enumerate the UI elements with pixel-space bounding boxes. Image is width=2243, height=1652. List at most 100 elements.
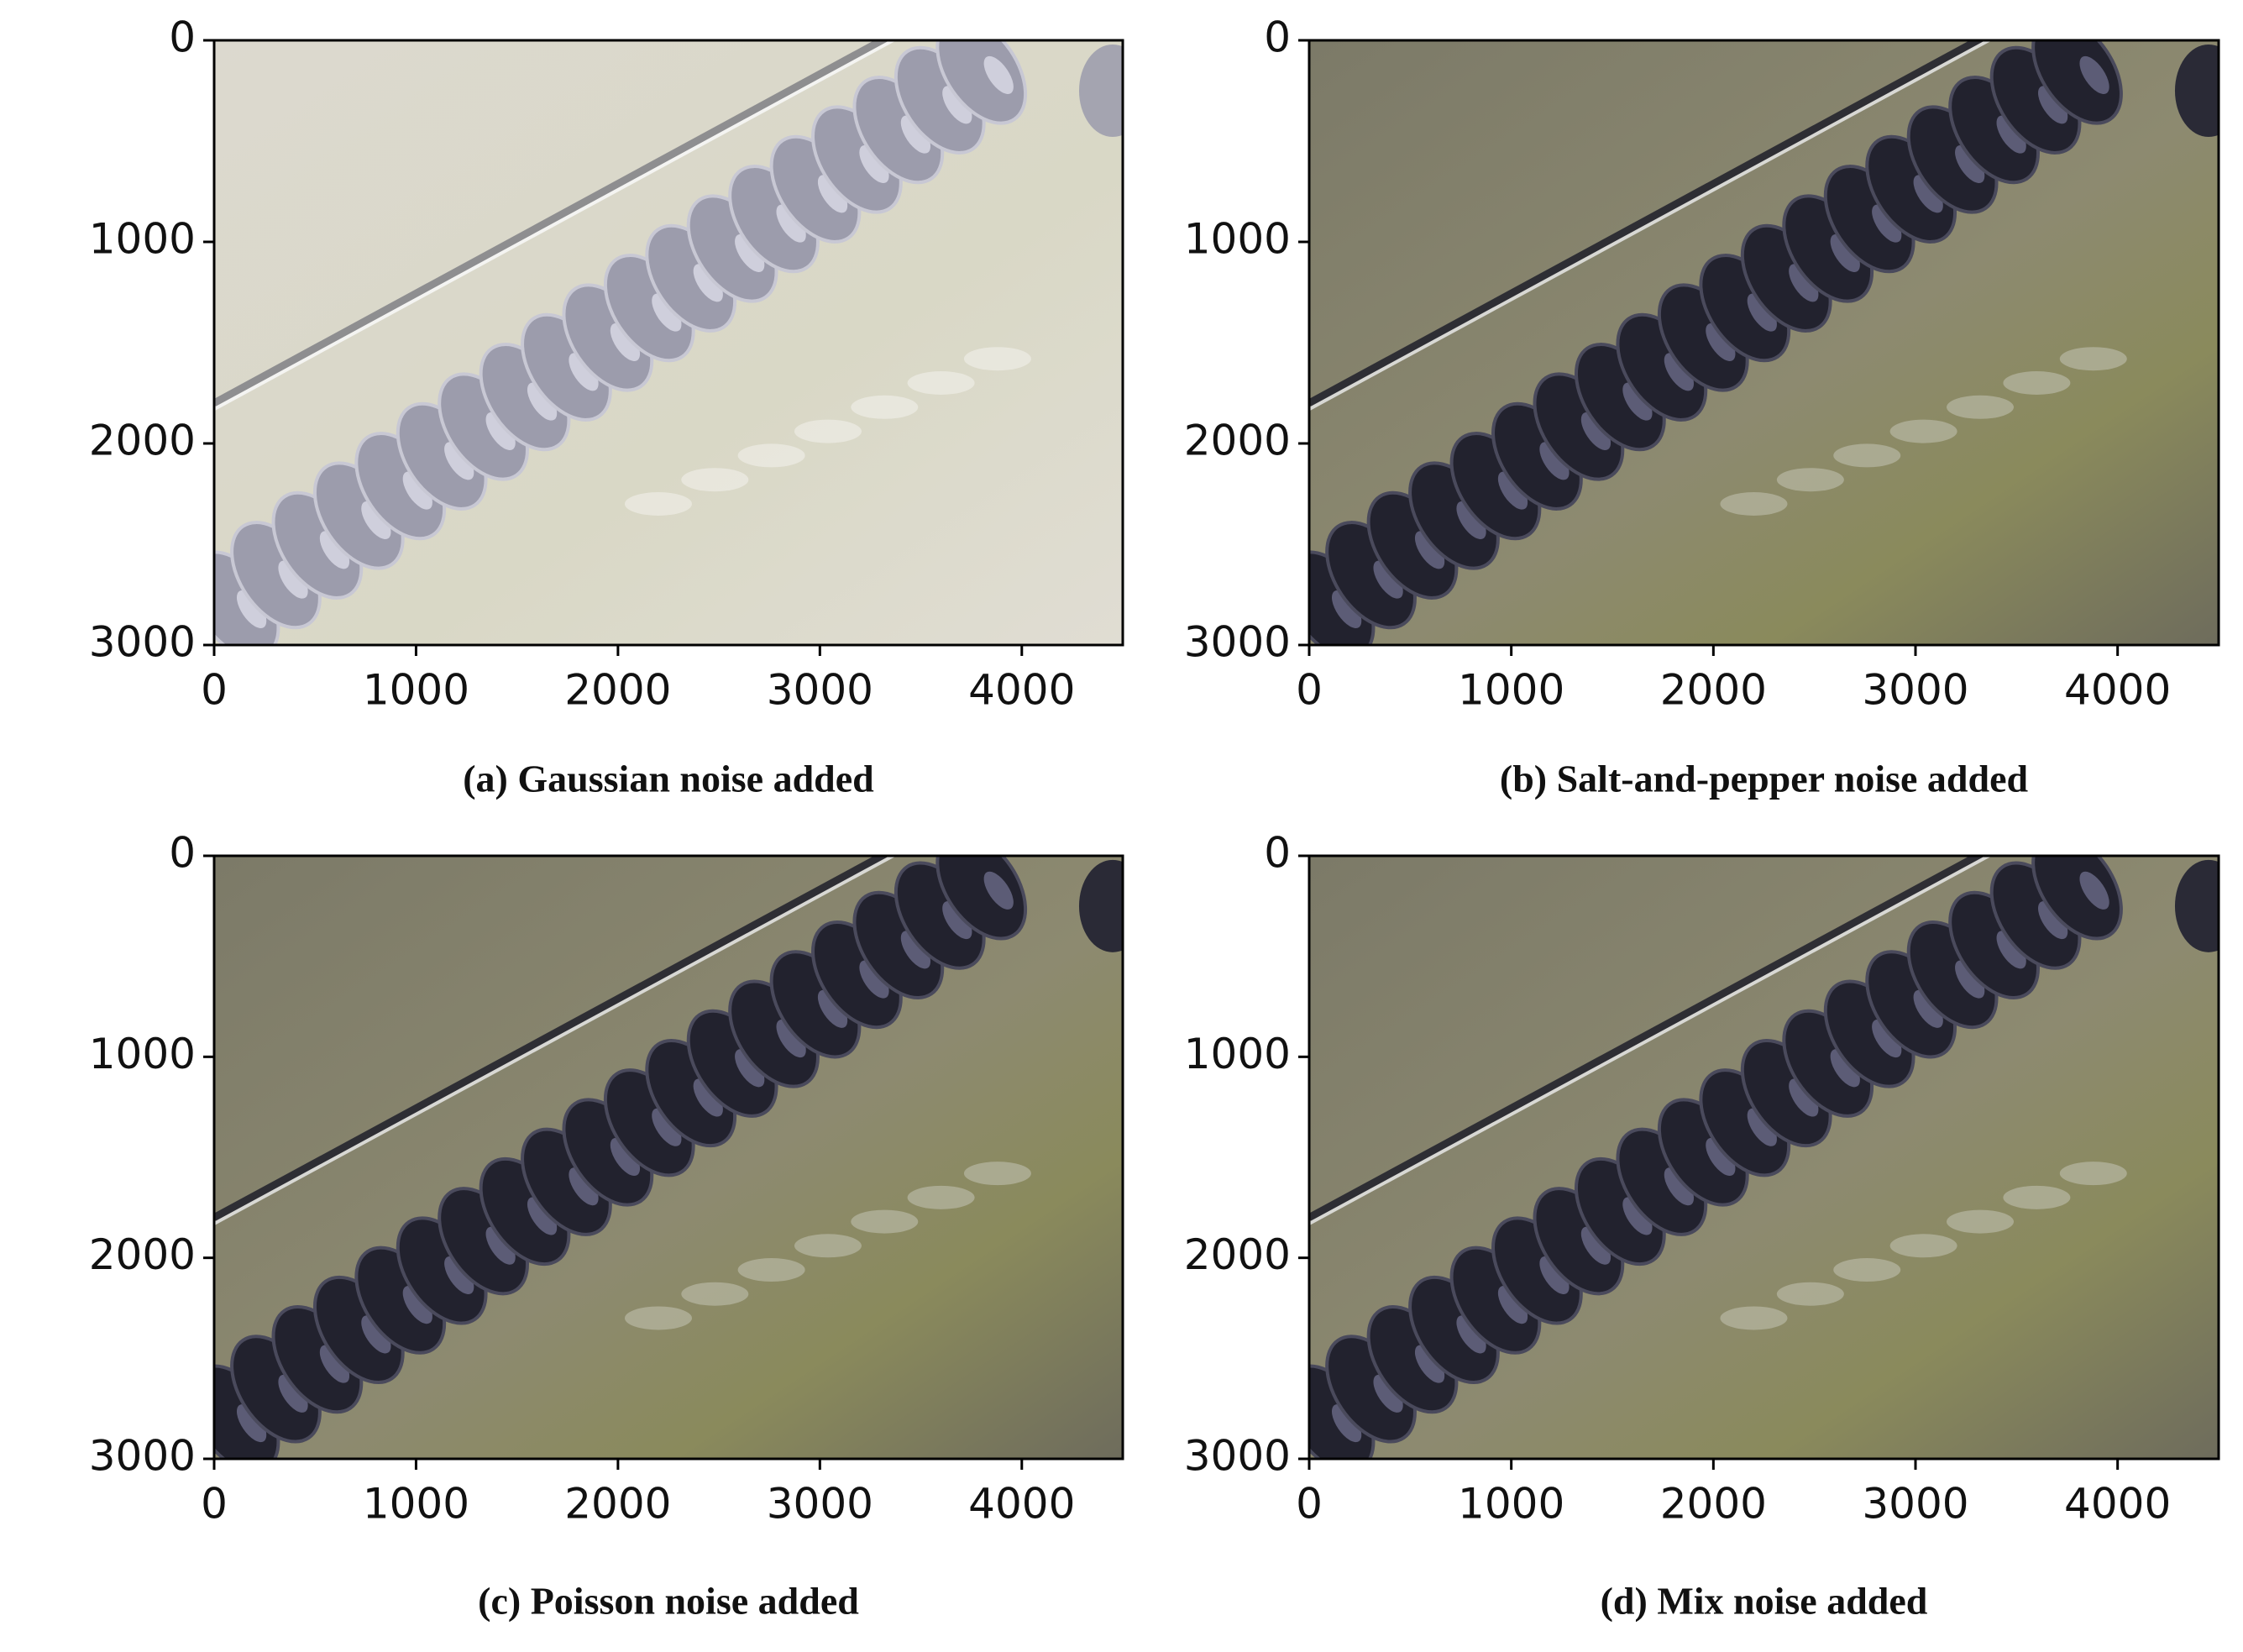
corner-fitting xyxy=(2174,859,2219,952)
insulator-shine xyxy=(236,1403,267,1443)
insulator-shine xyxy=(1955,144,1985,184)
ground-patch xyxy=(1947,1209,2015,1234)
x-tick-label: 3000 xyxy=(1862,666,1968,715)
insulator-shine xyxy=(1456,1315,1486,1354)
insulator-shine xyxy=(1913,175,1943,213)
insulator-shine xyxy=(1747,293,1777,332)
ground-patch xyxy=(681,1282,749,1306)
insulator-shine xyxy=(278,1374,308,1413)
insulator-shine xyxy=(319,531,350,569)
y-tick-label: 0 xyxy=(169,829,196,878)
insulator-shine xyxy=(1414,1345,1445,1383)
insulator-disc xyxy=(2031,856,2123,941)
x-tick-label: 2000 xyxy=(564,666,671,715)
ground-patch xyxy=(794,419,862,443)
y-tick-label: 0 xyxy=(169,13,196,62)
insulator-shine xyxy=(1497,471,1528,510)
x-tick-label: 1000 xyxy=(1458,666,1564,715)
insulator-shine xyxy=(652,293,682,332)
ground-patch xyxy=(1889,419,1957,443)
ground-patch xyxy=(963,1162,1031,1186)
ground-patch xyxy=(624,1306,692,1330)
panel: 0 1000 2000 3000 4000 0 1000 2000 3000 (b) Salt-a… xyxy=(1184,13,2220,800)
ground-patch xyxy=(1833,443,1901,468)
ground-patch xyxy=(2059,1162,2127,1186)
insulator-shine xyxy=(983,55,1014,95)
y-tick-label: 1000 xyxy=(1184,215,1291,264)
insulator-shine xyxy=(1955,960,1985,999)
insulator-shine xyxy=(485,412,516,451)
insulator-shine xyxy=(569,1167,599,1206)
y-tick-label: 0 xyxy=(1264,13,1291,62)
insulator-shine xyxy=(1830,1049,1860,1088)
ground-patch xyxy=(907,1185,975,1209)
x-tick-label: 0 xyxy=(201,666,228,715)
wire xyxy=(214,856,890,1221)
insulator-shine xyxy=(1580,412,1612,451)
x-tick-label: 1000 xyxy=(1458,1480,1564,1529)
insulator-shine xyxy=(1373,1374,1403,1413)
insulator-shine xyxy=(1830,233,1860,273)
ground-patch xyxy=(1720,1306,1788,1330)
x-tick-label: 2000 xyxy=(564,1480,671,1529)
insulator-shine xyxy=(1580,1226,1612,1265)
ground-patch xyxy=(794,1234,862,1258)
insulator-shine xyxy=(1622,1197,1653,1235)
insulator-shine xyxy=(900,115,931,154)
insulator-shine xyxy=(817,175,848,213)
insulator-shine xyxy=(2037,900,2068,940)
insulator-shine xyxy=(1789,1078,1819,1117)
insulator-shine xyxy=(693,1078,723,1117)
ground-patch xyxy=(851,395,919,419)
caption: (d) Mix noise added xyxy=(1601,1580,1928,1623)
x-tick-label: 2000 xyxy=(1660,666,1767,715)
insulator-shine xyxy=(1996,115,2026,154)
x-tick-label: 0 xyxy=(1296,666,1323,715)
insulator-shine xyxy=(693,264,723,302)
wire-highlight xyxy=(214,856,897,1225)
insulator-shine xyxy=(776,1019,806,1058)
insulator-shine xyxy=(942,86,972,124)
ground-patch xyxy=(2059,347,2127,371)
x-tick-label: 0 xyxy=(201,1480,228,1529)
x-tick-label: 3000 xyxy=(1862,1480,1968,1529)
ground-patch xyxy=(2003,371,2071,395)
insulator-disc xyxy=(935,40,1028,125)
insulator-shine xyxy=(859,960,889,999)
wire-highlight xyxy=(1309,40,1993,411)
y-tick-label: 1000 xyxy=(89,1030,196,1078)
insulator-shine xyxy=(610,1137,641,1177)
insulator-shine xyxy=(942,900,972,940)
image xyxy=(1309,856,2219,1459)
y-tick-label: 2000 xyxy=(89,1230,196,1279)
panel: 0 1000 2000 3000 4000 0 1000 2000 3000 (a) Gaussi… xyxy=(89,13,1124,800)
x-tick-label: 1000 xyxy=(363,666,469,715)
wire xyxy=(1309,856,1986,1221)
insulator-shine xyxy=(735,233,765,273)
ground-patch xyxy=(1833,1258,1901,1282)
insulator-shine xyxy=(1706,323,1736,362)
insulator-shine xyxy=(527,382,558,421)
ground-patch xyxy=(1720,492,1788,516)
wire-highlight xyxy=(214,40,897,411)
insulator-shine xyxy=(319,1345,350,1383)
insulator-shine xyxy=(1996,931,2026,969)
x-tick-label: 4000 xyxy=(2064,666,2171,715)
image xyxy=(1309,40,2219,645)
insulator-shine xyxy=(1373,560,1403,599)
caption: (a) Gaussian noise added xyxy=(463,758,874,800)
insulator-shine xyxy=(1664,1167,1695,1206)
y-tick-label: 3000 xyxy=(1184,618,1291,667)
insulator-shine xyxy=(735,1049,765,1088)
insulator-shine xyxy=(1456,501,1486,540)
ground-patch xyxy=(1947,395,2015,419)
wire xyxy=(214,40,890,406)
x-tick-label: 4000 xyxy=(968,666,1075,715)
insulator-shine xyxy=(1332,1403,1362,1443)
ground-patch xyxy=(963,347,1031,371)
x-tick-label: 1000 xyxy=(363,1480,469,1529)
image xyxy=(214,40,1123,645)
ground-patch xyxy=(624,492,692,516)
insulator-disc xyxy=(2031,40,2123,125)
ground-patch xyxy=(851,1209,919,1234)
